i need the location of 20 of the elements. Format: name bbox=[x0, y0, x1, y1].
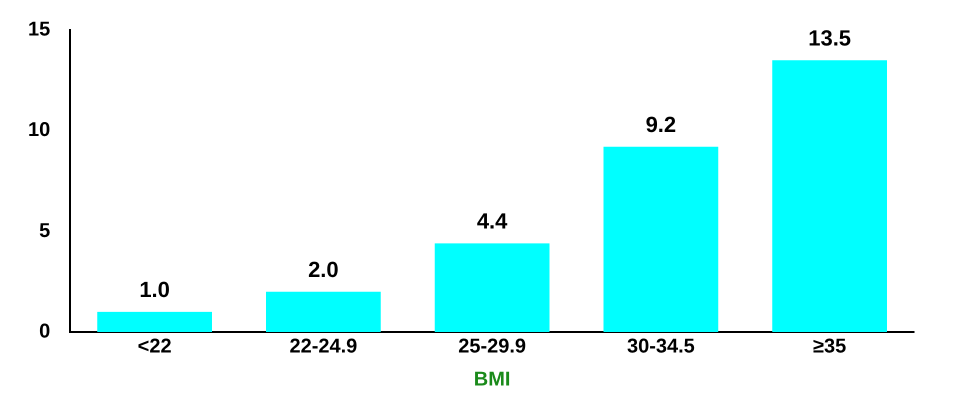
y-tick-label: 5 bbox=[39, 220, 50, 242]
y-tick-label: 10 bbox=[28, 119, 50, 142]
bar bbox=[772, 60, 887, 332]
y-tick-label: 0 bbox=[39, 320, 50, 343]
data-label: 2.0 bbox=[308, 256, 339, 282]
x-tick-label: 30-34.5 bbox=[626, 336, 695, 358]
bar bbox=[97, 312, 212, 332]
bar bbox=[266, 292, 381, 332]
bar bbox=[604, 146, 718, 332]
bar bbox=[434, 243, 550, 332]
x-axis-title: BMI bbox=[474, 368, 510, 391]
x-tick-label: ≥35 bbox=[813, 336, 846, 358]
data-label: 9.2 bbox=[646, 112, 676, 137]
y-tick-label: 15 bbox=[28, 18, 50, 41]
x-tick-label: 25-29.9 bbox=[458, 336, 526, 358]
data-label: 4.4 bbox=[476, 208, 508, 234]
x-tick-label: <22 bbox=[138, 336, 172, 358]
data-label: 13.5 bbox=[808, 25, 852, 50]
data-label: 1.0 bbox=[139, 276, 170, 302]
x-tick-label: 22-24.9 bbox=[289, 336, 358, 358]
